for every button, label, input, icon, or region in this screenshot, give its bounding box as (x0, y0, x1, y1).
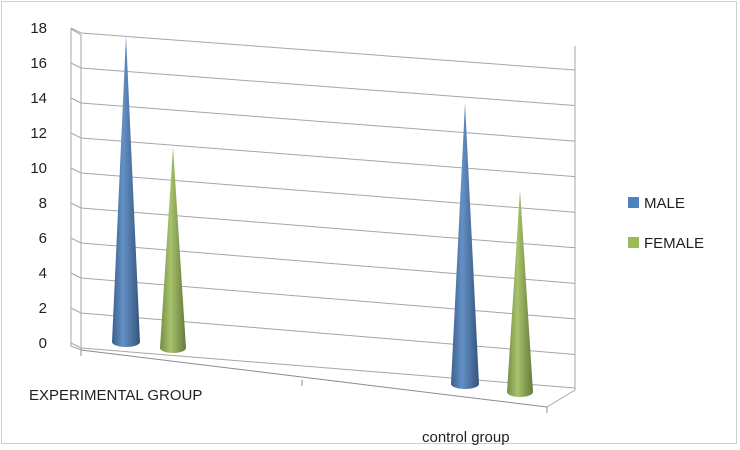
y-axis-ticks: 0 2 4 6 8 10 12 14 16 18 (30, 20, 47, 352)
grid-side-10 (70, 167, 82, 174)
y-tick-label: 14 (30, 90, 47, 107)
y-tick-label: 10 (30, 160, 47, 177)
legend-label-male: MALE (644, 195, 685, 212)
x-axis: EXPERIMENTAL GROUP control group (29, 350, 548, 446)
x-category-label: control group (422, 429, 510, 445)
cone-male-experimental (112, 35, 140, 347)
y-tick-label: 4 (39, 265, 47, 282)
side-wall (70, 28, 82, 351)
cone-female-control (507, 189, 533, 397)
cone-male-control (451, 102, 479, 389)
gridline-14 (80, 102, 576, 142)
y-tick-label: 16 (30, 55, 47, 72)
grid-side-8 (70, 202, 82, 209)
floor-right-edge (546, 389, 576, 408)
gridline-12 (80, 137, 576, 178)
floor-front-edge (80, 349, 548, 408)
gridline-16 (80, 67, 576, 107)
gridline-0 (80, 347, 576, 389)
gridline-6 (80, 242, 576, 284)
cone-chart: 0 2 4 6 8 10 12 14 16 18 EXPERIMENTAL GROUP contro… (29, 20, 704, 446)
gridlines (70, 27, 576, 389)
grid-side-14 (70, 97, 82, 104)
y-tick-label: 12 (30, 125, 47, 142)
x-category-label: EXPERIMENTAL GROUP (29, 387, 202, 404)
grid-side-16 (70, 62, 82, 69)
gridline-4 (80, 277, 576, 320)
chart-walls (70, 28, 576, 408)
cone-female-experimental (160, 146, 186, 353)
gridline-10 (80, 172, 576, 213)
grid-side-4 (70, 272, 82, 279)
grid-side-2 (70, 307, 82, 314)
legend-swatch-female (628, 237, 639, 248)
grid-side-12 (70, 132, 82, 139)
legend-label-female: FEMALE (644, 235, 704, 252)
grid-side-0 (70, 342, 82, 349)
y-tick-label: 18 (30, 20, 47, 37)
legend-swatch-male (628, 197, 639, 208)
gridline-8 (80, 207, 576, 249)
grid-side-18 (70, 27, 82, 34)
y-tick-label: 0 (39, 335, 47, 352)
data-cones (112, 35, 533, 397)
grid-side-6 (70, 237, 82, 244)
legend: MALE FEMALE (628, 195, 704, 252)
gridline-2 (80, 312, 576, 355)
gridline-18 (80, 32, 576, 71)
y-tick-label: 8 (39, 195, 47, 212)
y-tick-label: 2 (39, 300, 47, 317)
y-tick-label: 6 (39, 230, 47, 247)
